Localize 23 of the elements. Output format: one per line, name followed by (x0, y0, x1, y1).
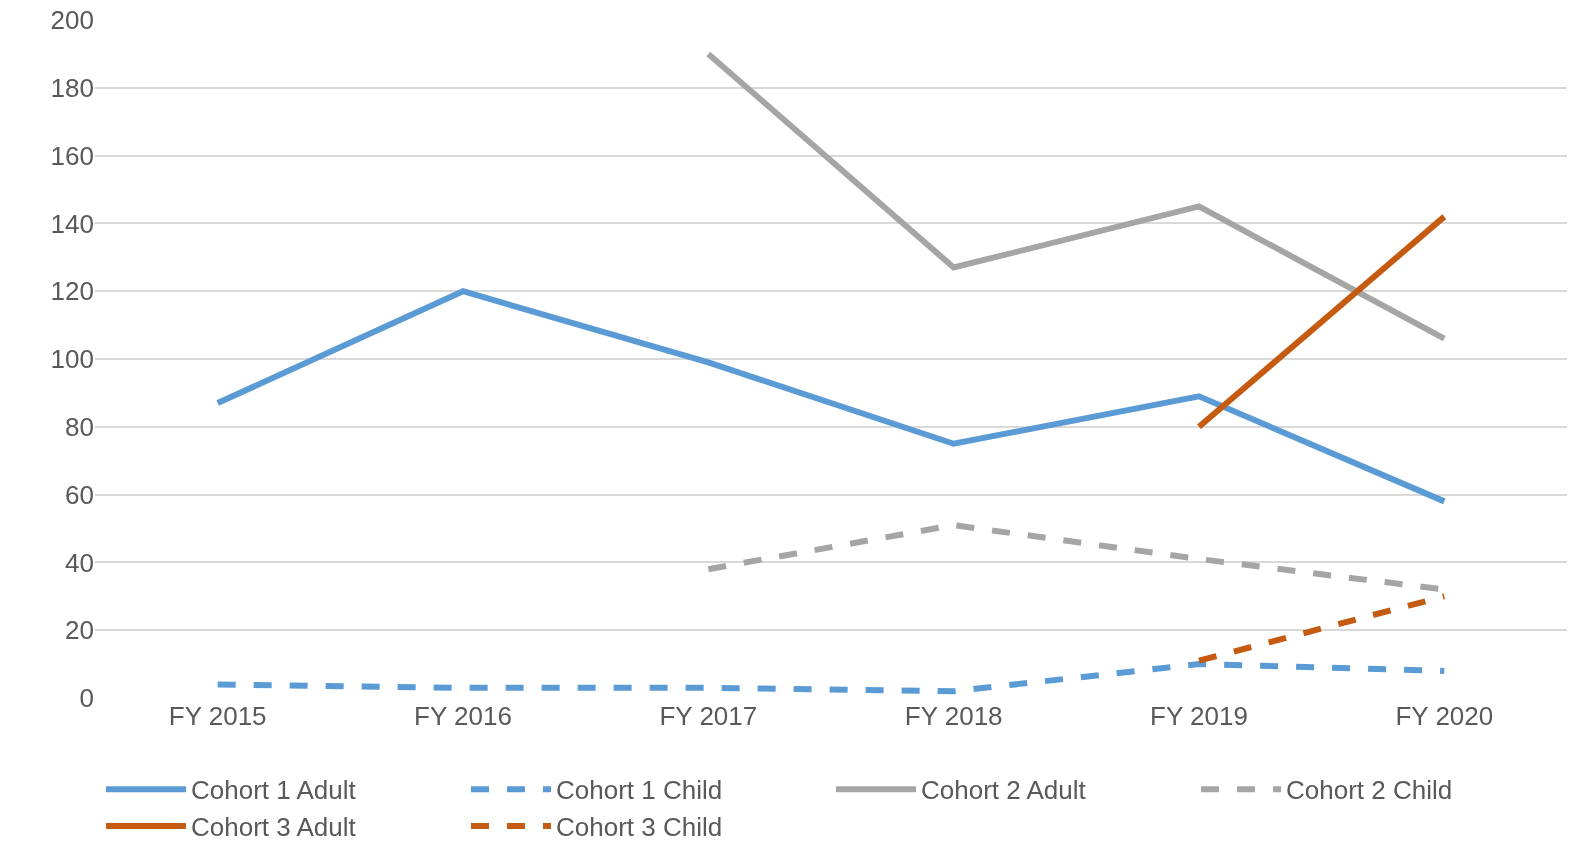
y-tick-label: 0 (79, 683, 94, 714)
y-tick-label: 20 (65, 615, 94, 646)
y-tick-label: 120 (50, 276, 94, 307)
y-tick-label: 100 (50, 344, 94, 375)
y-tick-label: 80 (65, 411, 94, 442)
y-tick-label: 200 (50, 5, 94, 36)
x-tick-label: FY 2018 (904, 701, 1003, 731)
x-tick-label: FY 2019 (1150, 701, 1248, 731)
y-tick-label: 140 (50, 208, 94, 239)
legend-label: Cohort 1 Child (556, 775, 723, 806)
y-tick-label: 60 (65, 479, 94, 510)
x-tick-label: FY 2016 (414, 701, 512, 731)
legend-label: Cohort 2 Adult (921, 775, 1087, 806)
y-tick-label: 180 (50, 72, 94, 103)
x-tick-label: FY 2017 (659, 701, 758, 731)
legend-label: Cohort 3 Child (556, 812, 723, 843)
legend-label: Cohort 2 Child (1286, 775, 1453, 806)
y-tick-label: 160 (50, 140, 94, 171)
legend-label: Cohort 1 Adult (191, 775, 357, 806)
y-tick-label: 40 (65, 547, 94, 578)
x-tick-label: FY 2020 (1395, 701, 1494, 731)
legend-label: Cohort 3 Adult (191, 812, 357, 843)
x-tick-label: FY 2015 (168, 701, 267, 731)
